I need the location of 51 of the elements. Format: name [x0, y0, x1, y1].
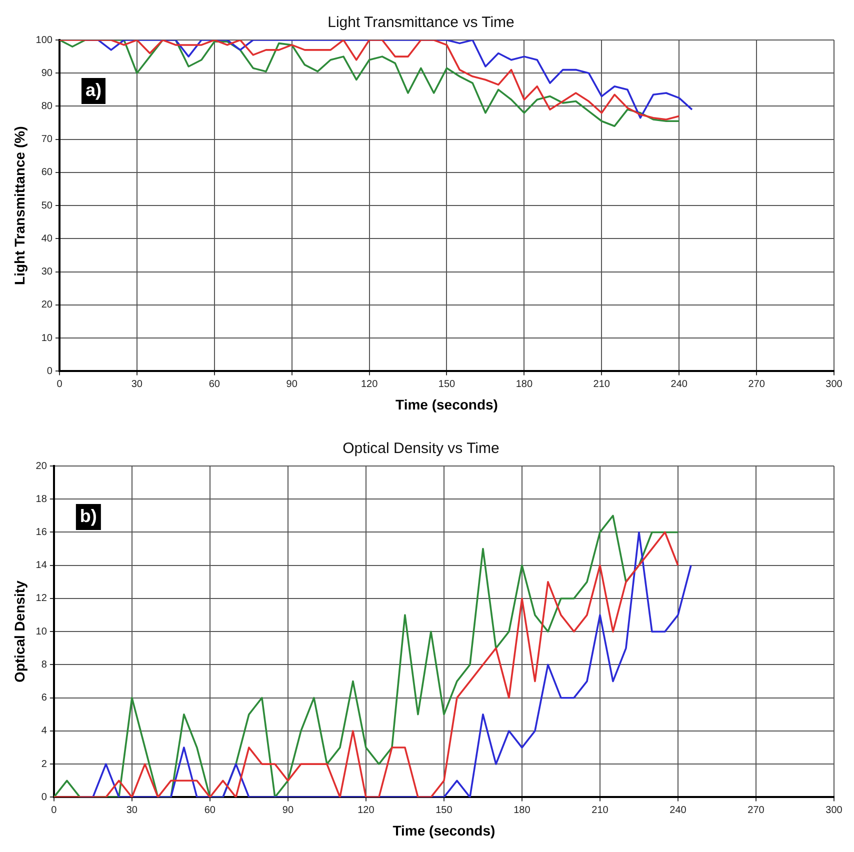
y-tick-label: 0	[41, 792, 48, 803]
y-tick-label: 8	[41, 659, 48, 670]
x-tick-label: 30	[131, 378, 143, 390]
y-tick-label: 0	[46, 366, 53, 377]
annotation: a)	[85, 80, 102, 100]
chart-title: Light Transmittance vs Time	[328, 14, 514, 32]
y-axis-title: Optical Density	[11, 580, 28, 683]
y-tick-label: 4	[41, 726, 48, 737]
x-tick-label: 0	[56, 378, 63, 390]
annotation: b)	[80, 506, 97, 526]
x-tick-label: 60	[208, 378, 220, 390]
y-tick-label: 10	[41, 332, 53, 344]
y-tick-label: 14	[36, 560, 48, 572]
x-tick-label: 90	[282, 804, 294, 816]
y-tick-label: 100	[36, 34, 53, 46]
y-tick-label: 10	[36, 626, 48, 638]
x-tick-label: 90	[286, 378, 298, 390]
x-axis-title: Time (seconds)	[396, 396, 498, 412]
y-tick-label: 50	[41, 200, 53, 212]
x-tick-label: 150	[436, 804, 453, 816]
y-tick-label: 40	[41, 233, 53, 244]
x-tick-label: 120	[360, 378, 378, 390]
y-tick-label: 2	[41, 758, 48, 770]
x-tick-label: 270	[748, 804, 765, 816]
x-tick-label: 240	[670, 378, 688, 390]
y-tick-label: 20	[41, 300, 53, 311]
y-axis-title: Light Transmittance (%)	[11, 126, 28, 285]
x-tick-label: 120	[358, 804, 375, 816]
y-tick-label: 70	[41, 134, 53, 146]
y-tick-label: 30	[41, 266, 53, 278]
x-axis-title: Time (seconds)	[392, 822, 496, 838]
x-tick-label: 180	[516, 378, 533, 390]
y-tick-label: 6	[41, 692, 48, 704]
y-tick-label: 12	[36, 593, 48, 604]
x-tick-label: 30	[126, 804, 138, 816]
y-tick-label: 16	[36, 526, 48, 538]
x-tick-label: 150	[438, 378, 456, 390]
x-tick-label: 210	[593, 378, 610, 390]
x-tick-label: 210	[592, 804, 609, 816]
x-tick-label: 300	[826, 804, 843, 816]
x-tick-label: 270	[748, 378, 766, 390]
y-tick-label: 80	[41, 100, 53, 112]
y-tick-label: 90	[41, 68, 53, 79]
chart-title: Optical Density vs Time	[342, 440, 500, 458]
y-tick-label: 20	[36, 460, 48, 472]
y-tick-label: 60	[41, 167, 53, 178]
x-tick-label: 60	[204, 804, 216, 816]
x-tick-label: 300	[826, 378, 843, 390]
x-tick-label: 180	[514, 804, 531, 816]
x-tick-label: 240	[670, 804, 687, 816]
y-tick-label: 18	[36, 494, 48, 505]
